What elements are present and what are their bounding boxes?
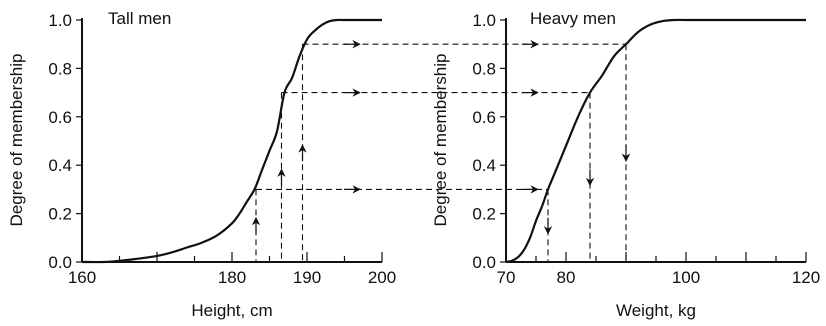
y-tick-label: 0.6 (48, 108, 72, 127)
y-tick-label: 1.0 (48, 11, 72, 30)
y-tick-label: 0.0 (48, 253, 72, 272)
x-tick-label: 100 (672, 268, 700, 287)
y-axis-label: Degree of membership (7, 54, 26, 227)
cross-panel-guides (251, 40, 631, 262)
x-tick-label: 80 (557, 268, 576, 287)
y-tick-label: 1.0 (472, 11, 496, 30)
y-axis-label: Degree of membership (431, 54, 450, 227)
x-tick-label: 180 (218, 268, 246, 287)
x-tick-label: 120 (792, 268, 820, 287)
panel-title: Heavy men (530, 9, 616, 28)
y-tick-label: 0.8 (472, 59, 496, 78)
panel-title: Tall men (108, 9, 171, 28)
x-tick-label: 70 (497, 268, 516, 287)
y-tick-label: 0.2 (48, 205, 72, 224)
x-axis-label: Weight, kg (616, 301, 696, 320)
y-tick-label: 0.2 (472, 205, 496, 224)
tall-men-panel: 0.0 0.2 0.4 0.6 0.8 1.0 160 180 190 200 Height, cm… (7, 9, 396, 320)
x-tick-label: 160 (68, 268, 96, 287)
membership-curve (81, 18, 382, 264)
y-tick-label: 0.8 (48, 59, 72, 78)
y-tick-label: 0.0 (472, 253, 496, 272)
y-tick-label: 0.6 (472, 108, 496, 127)
x-tick-label: 200 (368, 268, 396, 287)
x-axis-label: Height, cm (191, 301, 272, 320)
membership-curve (505, 18, 806, 264)
heavy-men-panel: 0.0 0.2 0.4 0.6 0.8 1.0 70 80 100 120 Weight, kg De… (431, 9, 820, 320)
x-tick-label: 190 (293, 268, 321, 287)
y-tick-label: 0.4 (472, 156, 496, 175)
y-tick-label: 0.4 (48, 156, 72, 175)
